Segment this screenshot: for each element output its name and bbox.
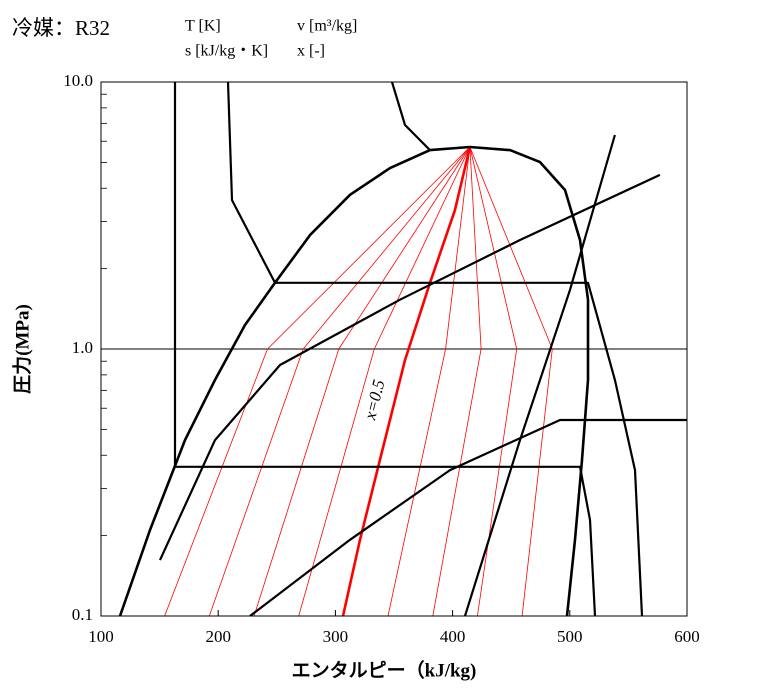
curve: [387, 146, 471, 616]
curve: [298, 146, 471, 616]
legend-text: x [-]: [297, 43, 325, 60]
x-tick-label: 200: [205, 627, 231, 646]
y-tick-label: 1.0: [72, 338, 93, 357]
curve: [390, 82, 431, 151]
curve: [249, 418, 687, 616]
curve: [253, 146, 471, 616]
curve: [463, 134, 616, 616]
curve: [341, 146, 472, 616]
y-tick-label: 10.0: [63, 71, 93, 90]
y-axis-label: 圧力(MPa): [10, 304, 33, 394]
x-tick-label: 600: [674, 627, 700, 646]
curve: [173, 82, 597, 616]
curve: [208, 146, 471, 616]
curve: [469, 146, 518, 616]
curve: [469, 145, 590, 616]
curve: [226, 82, 644, 616]
curve: [469, 146, 553, 616]
curve: [164, 146, 471, 616]
x-axis-label: エンタルピー（kJ/kg): [292, 658, 477, 681]
curve: [159, 173, 661, 561]
curve: [432, 146, 482, 616]
x-tick-label: 400: [440, 627, 466, 646]
x-tick-label: 100: [88, 627, 114, 646]
x-tick-label: 500: [557, 627, 583, 646]
legend-text: s [kJ/kg・K]: [185, 43, 268, 60]
x-tick-label: 300: [323, 627, 349, 646]
plot-frame: [100, 81, 688, 617]
chart-title: 冷媒：R32: [12, 16, 110, 40]
legend-text: v [m³/kg]: [297, 18, 357, 35]
legend-text: T [K]: [185, 18, 221, 35]
y-tick-label: 0.1: [72, 605, 93, 624]
